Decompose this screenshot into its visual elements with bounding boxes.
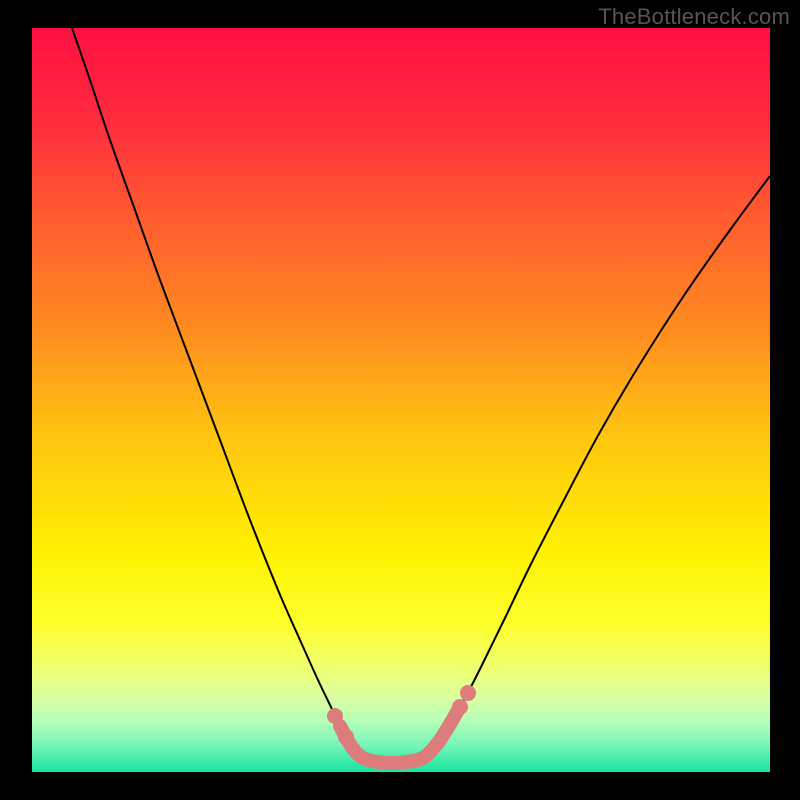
marker-dot [327, 708, 343, 724]
marker-dot [338, 729, 354, 745]
marker-dot [452, 699, 468, 715]
marker-dot [460, 685, 476, 701]
bottleneck-chart [0, 0, 800, 800]
watermark-text: TheBottleneck.com [598, 4, 790, 30]
chart-frame: TheBottleneck.com [0, 0, 800, 800]
plot-background [32, 28, 770, 772]
